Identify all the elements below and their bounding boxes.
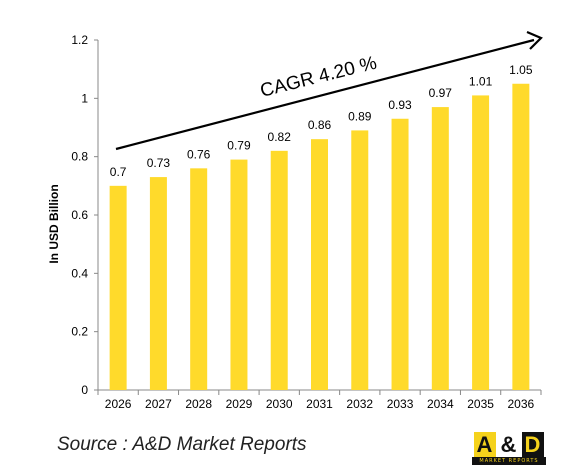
x-tick-label: 2032 <box>346 397 373 411</box>
data-label-2032: 0.89 <box>348 109 372 123</box>
y-tick-label: 0 <box>81 383 88 397</box>
data-labels: 0.7 0.73 0.76 0.79 0.82 0.86 0.89 0.93 0.97 1.01 1… <box>110 63 533 179</box>
x-tick-label: 2034 <box>427 397 454 411</box>
bar-2034 <box>431 107 449 390</box>
brand-logo: A & D MARKET REPORTS <box>472 432 546 465</box>
source-caption: Source : A&D Market Reports <box>57 434 307 455</box>
data-label-2033: 0.93 <box>388 98 412 112</box>
bar-chart: 00.20.40.60.811.2 2026 2027 2028 2029 2030 20… <box>47 30 543 411</box>
bar-2035 <box>472 95 490 391</box>
data-label-2028: 0.76 <box>187 147 211 161</box>
cagr-arrow <box>115 30 543 151</box>
logo-letter-a: A <box>474 432 496 457</box>
x-axis: 2026 2027 2028 2029 2030 2031 2032 2033 2034 2035… <box>97 389 542 411</box>
data-label-2035: 1.01 <box>469 74 493 88</box>
data-label-2031: 0.86 <box>308 118 332 132</box>
x-tick-label: 2035 <box>467 397 494 411</box>
bar-2029 <box>230 159 248 390</box>
x-tick-label: 2030 <box>266 397 293 411</box>
bar-2028 <box>190 168 208 390</box>
y-tick-label: 0.2 <box>71 325 88 339</box>
bar-2031 <box>311 139 328 390</box>
y-tick-label: 0.4 <box>71 266 88 280</box>
data-label-2029: 0.79 <box>227 139 251 153</box>
bar-2033 <box>391 118 409 390</box>
data-label-2036: 1.05 <box>509 63 533 77</box>
x-tick-label: 2033 <box>387 397 414 411</box>
x-tick-label: 2028 <box>185 397 212 411</box>
bars <box>109 83 530 391</box>
bar-2032 <box>351 130 369 390</box>
bar-2026 <box>109 185 127 390</box>
logo-ampersand: & <box>500 432 518 457</box>
y-tick-label: 0.6 <box>71 208 88 222</box>
data-label-2026: 0.7 <box>110 165 127 179</box>
bar-2030 <box>270 150 288 390</box>
x-tick-label: 2029 <box>226 397 253 411</box>
data-label-2027: 0.73 <box>147 156 171 170</box>
cagr-arrow-line <box>115 38 535 151</box>
cagr-arrowhead <box>526 30 543 50</box>
y-axis: 0 0.2 0.4 0.6 0.8 1 1.2 <box>71 33 99 397</box>
y-tick-label: 0.8 <box>71 150 88 164</box>
y-tick-label: 1 <box>81 91 88 105</box>
bar-2036 <box>512 83 530 390</box>
logo-letter-d: D <box>522 432 544 457</box>
x-tick-label: 2027 <box>145 397 172 411</box>
data-label-2030: 0.82 <box>268 130 292 144</box>
logo-subtext: MARKET REPORTS <box>472 457 546 465</box>
x-tick-label: 2031 <box>306 397 333 411</box>
data-label-2034: 0.97 <box>429 86 453 100</box>
x-tick-label: 2036 <box>508 397 535 411</box>
cagr-annotation: CAGR 4.20 % <box>258 53 379 102</box>
y-tick-label: 1.2 <box>71 33 88 47</box>
y-axis-label: In USD Billion <box>47 184 61 263</box>
bar-2027 <box>149 177 167 390</box>
x-tick-label: 2026 <box>105 397 132 411</box>
